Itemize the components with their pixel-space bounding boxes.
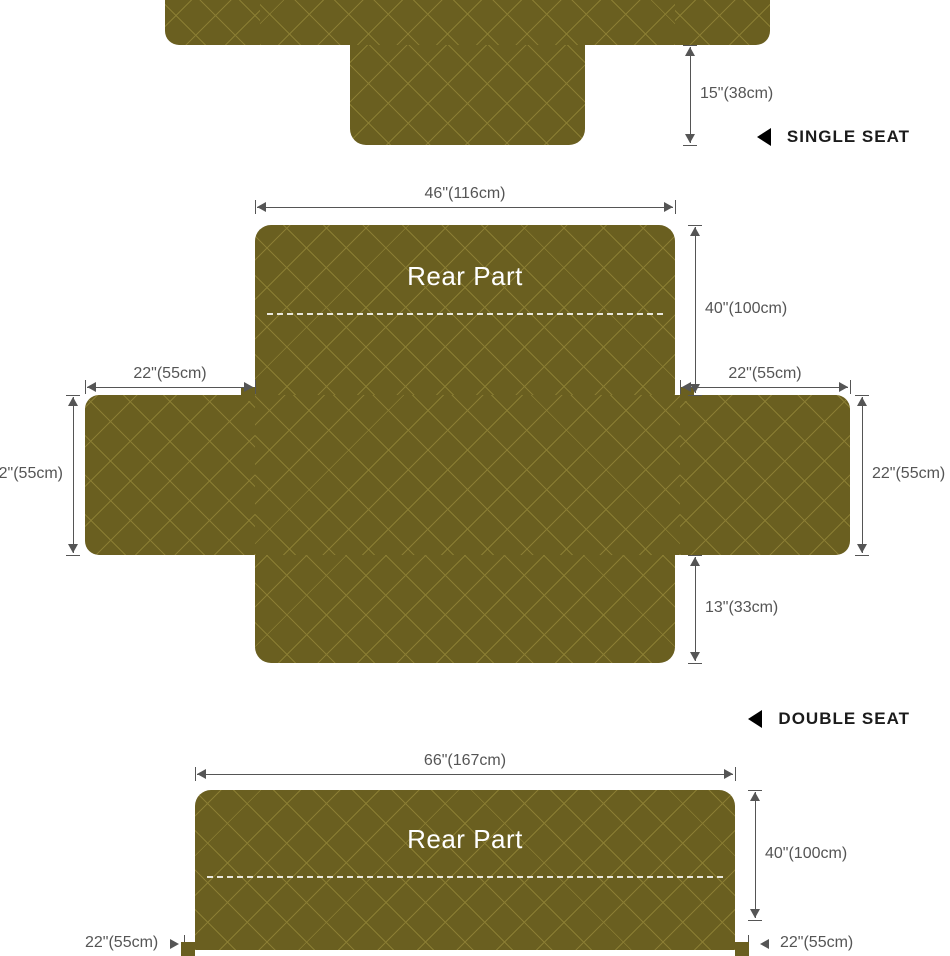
- tick: [688, 395, 702, 396]
- arrow-right-icon: [724, 769, 733, 779]
- dim-line: [690, 47, 691, 143]
- arrow-up-icon: [690, 557, 700, 566]
- tick: [748, 920, 762, 921]
- double-rear-label: Rear Part: [255, 261, 675, 292]
- arrow-up-icon: [690, 227, 700, 236]
- dim-line: [682, 387, 848, 388]
- tick: [855, 395, 869, 396]
- arrow-up-icon: [68, 397, 78, 406]
- double-top-width-dim: 46"(116cm): [405, 185, 525, 203]
- arrow-down-icon: [857, 544, 867, 553]
- triple-arm-left-width-dim: 22"(55cm): [85, 934, 158, 952]
- arrow-down-icon: [690, 652, 700, 661]
- double-seat-label: DOUBLE SEAT: [748, 709, 910, 729]
- double-arm-left-height-dim: 22"(55cm): [0, 465, 63, 483]
- arrow-left-icon: [682, 382, 691, 392]
- triangle-left-icon: [757, 128, 771, 146]
- arrow-right-icon: [839, 382, 848, 392]
- tick: [255, 200, 256, 214]
- arrow-down-icon: [685, 134, 695, 143]
- dim-line: [87, 387, 253, 388]
- arrow-left-icon: [760, 939, 769, 949]
- arrow-right-icon: [664, 202, 673, 212]
- dim-line: [695, 227, 696, 393]
- arrow-up-icon: [750, 792, 760, 801]
- triple-rear: [195, 790, 735, 950]
- single-front-flap: [350, 45, 585, 145]
- arrow-down-icon: [750, 909, 760, 918]
- triangle-left-icon: [748, 710, 762, 728]
- single-seat-label: SINGLE SEAT: [757, 127, 910, 147]
- double-rear-height-dim: 40"(100cm): [705, 300, 805, 318]
- double-arm-right: [680, 395, 850, 555]
- arrow-left-icon: [257, 202, 266, 212]
- arrow-left-icon: [197, 769, 206, 779]
- double-front-flap: [255, 555, 675, 663]
- dim-line: [755, 792, 756, 918]
- tick: [683, 45, 697, 46]
- double-arm-right-width-dim: 22"(55cm): [705, 365, 825, 383]
- triple-rear-dashed-line: [207, 876, 723, 878]
- arrow-right-icon: [170, 939, 179, 949]
- dim-line: [197, 774, 733, 775]
- triple-rear-height-dim: 40"(100cm): [765, 845, 865, 863]
- double-arm-left-width-dim: 22"(55cm): [110, 365, 230, 383]
- tick: [748, 790, 762, 791]
- tick: [850, 380, 851, 394]
- dim-line: [695, 557, 696, 661]
- tick: [66, 395, 80, 396]
- double-front-flap-dim: 13"(33cm): [705, 599, 805, 617]
- tab: [181, 942, 195, 956]
- tick: [195, 767, 196, 781]
- tick: [688, 663, 702, 664]
- single-front-flap-dim: 15"(38cm): [700, 85, 800, 103]
- arrow-down-icon: [68, 544, 78, 553]
- single-seat-label-text: SINGLE SEAT: [787, 127, 910, 147]
- tick: [255, 380, 256, 394]
- double-rear: [255, 225, 675, 395]
- double-seat-label-text: DOUBLE SEAT: [778, 709, 910, 729]
- arrow-down-icon: [690, 384, 700, 393]
- triple-top-width-dim: 66"(167cm): [405, 752, 525, 770]
- dim-line: [257, 207, 673, 208]
- dim-line: [862, 397, 863, 553]
- arrow-up-icon: [857, 397, 867, 406]
- double-seat: [255, 395, 680, 555]
- tick: [683, 145, 697, 146]
- tick: [66, 555, 80, 556]
- tick: [855, 555, 869, 556]
- double-arm-left: [85, 395, 255, 555]
- dim-line: [73, 397, 74, 553]
- double-arm-right-height-dim: 22"(55cm): [872, 465, 950, 483]
- arrow-up-icon: [685, 47, 695, 56]
- double-rear-dashed-line: [267, 313, 663, 315]
- arrow-right-icon: [244, 382, 253, 392]
- tick: [688, 555, 702, 556]
- triple-arm-right-width-dim: 22"(55cm): [780, 934, 853, 952]
- tick: [85, 380, 86, 394]
- tick: [675, 200, 676, 214]
- tab: [735, 942, 749, 956]
- single-seat: [260, 0, 675, 45]
- arrow-left-icon: [87, 382, 96, 392]
- tick: [688, 225, 702, 226]
- tick: [680, 380, 681, 394]
- tick: [735, 767, 736, 781]
- triple-rear-label: Rear Part: [195, 824, 735, 855]
